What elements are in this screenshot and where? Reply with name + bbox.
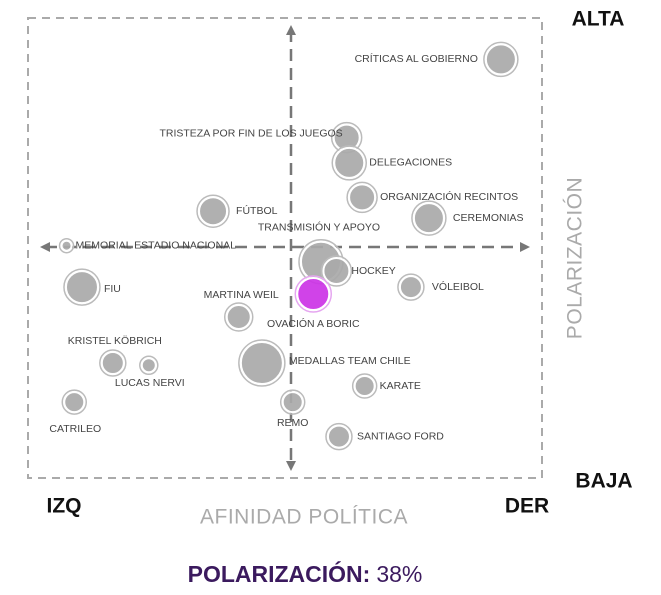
bubble-ring [61, 389, 88, 415]
y-max-label: ALTA [572, 8, 625, 31]
bubble-label: FIU [104, 283, 121, 295]
bubble-ring [99, 349, 127, 377]
bubble [296, 277, 331, 311]
frame [27, 17, 543, 479]
bubble-label: VÓLEIBOL [432, 280, 484, 293]
bubble [281, 391, 304, 414]
bubble-label: HOCKEY [351, 265, 395, 277]
bubble [239, 341, 284, 385]
bubble-label: MEMORIAL ESTADIO NACIONAL [76, 239, 237, 251]
bubble [64, 270, 99, 305]
bubble-label: LUCAS NERVI [115, 377, 185, 389]
bubble-label: REMO [277, 417, 309, 429]
bubble-label: DELEGACIONES [369, 157, 452, 169]
bubble [63, 391, 86, 414]
summary-value: 38% [376, 561, 422, 587]
bubble-label: KARATE [380, 380, 421, 392]
bubble-label: KRISTEL KÖBRICH [68, 335, 162, 347]
bubble-ring [58, 237, 75, 254]
summary: POLARIZACIÓN: 38% [188, 560, 423, 587]
summary-label: POLARIZACIÓN: [188, 560, 371, 587]
x-min-label: IZQ [47, 495, 82, 518]
bubble-ring [331, 145, 367, 181]
bubble [322, 257, 351, 285]
y-axis-title: POLARIZACIÓN [564, 177, 587, 339]
bubble-ring [351, 373, 378, 399]
bubble-ring [294, 275, 333, 313]
bubble [326, 424, 351, 449]
bubble-label: ORGANIZACIÓN RECINTOS [380, 190, 518, 203]
bubble-label: TRISTEZA POR FIN DE LOS JUEGOS [159, 127, 342, 139]
bubble [398, 275, 423, 300]
bubble-ring [223, 302, 254, 332]
bubble-ring [397, 273, 425, 301]
bubble-ring [346, 181, 378, 214]
bubble-label: TRANSMISIÓN Y APOYO [258, 221, 380, 234]
bubble [353, 375, 376, 397]
bubble-ring [238, 339, 286, 387]
bubble-label: CATRILEO [49, 423, 101, 435]
bubble [225, 304, 252, 330]
bubble-label: OVACIÓN A BORIC [267, 317, 360, 330]
bubble [140, 357, 157, 374]
bubble-label: CEREMONIAS [453, 212, 524, 224]
x-axis-title: AFINIDAD POLÍTICA [200, 506, 408, 529]
bubble-label: MARTINA WEIL [204, 289, 279, 301]
y-min-label: BAJA [575, 470, 632, 493]
bubble [100, 351, 125, 375]
bubble [60, 239, 73, 252]
bubble-ring [320, 255, 353, 287]
x-max-label: DER [505, 495, 549, 518]
bubble-label: CRÍTICAS AL GOBIERNO [355, 52, 478, 65]
bubble-ring [139, 355, 159, 376]
bubble-ring [196, 194, 230, 228]
bubble-label: FÚTBOL [236, 204, 278, 217]
bubble-ring [411, 200, 447, 236]
bubble-ring [325, 422, 353, 451]
bubble [412, 202, 445, 235]
bubble-label: MEDALLAS TEAM CHILE [289, 355, 411, 367]
bubble-ring [483, 41, 519, 78]
bubble-ring [63, 268, 101, 306]
bubble-label: SANTIAGO FORD [357, 430, 444, 442]
bubble [348, 183, 377, 212]
bubble-ring [279, 389, 306, 415]
bubble [484, 43, 517, 76]
bubble [333, 146, 366, 179]
bubble [198, 196, 229, 227]
